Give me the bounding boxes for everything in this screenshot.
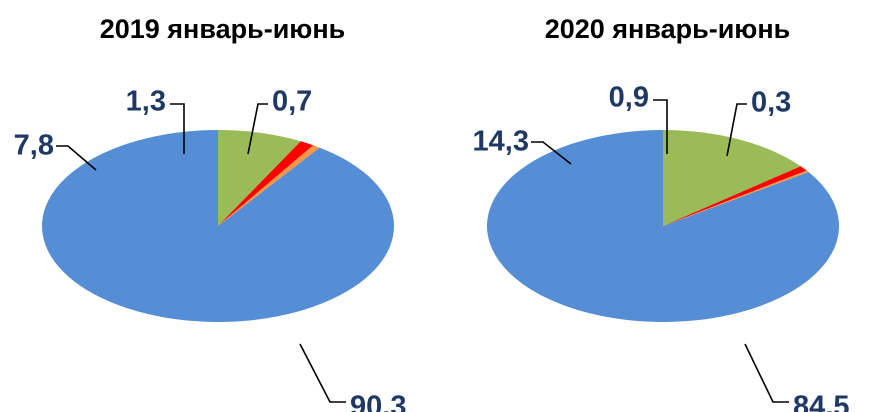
pie-chart-2020: 2020 январь-июнь 84,5 14,3 0,9 0,3	[445, 0, 890, 412]
chart-title: 2019 январь-июнь	[99, 14, 346, 44]
leader-line	[744, 343, 789, 403]
data-label: 7,8	[14, 130, 54, 162]
data-label: 14,3	[473, 126, 529, 158]
pie-slice	[663, 166, 807, 226]
data-label: 84,5	[793, 391, 849, 412]
leader-line	[726, 103, 747, 157]
pie-slice	[42, 130, 395, 322]
pie-slice	[663, 130, 801, 226]
data-label: 0,9	[609, 82, 649, 114]
leader-line	[247, 103, 268, 155]
leader-line	[170, 103, 185, 154]
pie-slice	[218, 145, 320, 226]
leader-line	[653, 99, 668, 154]
leader-line	[531, 141, 572, 165]
data-label: 0,7	[272, 86, 312, 118]
chart-title: 2020 январь-июнь	[544, 14, 791, 44]
pie-svg: 84,5 14,3 0,9 0,3	[473, 82, 850, 412]
pie-slice	[218, 141, 314, 226]
pie-svg: 90,3 7,8 1,3 0,7	[14, 86, 407, 412]
data-label: 1,3	[126, 86, 166, 118]
pie-slice	[663, 170, 809, 226]
leader-line	[56, 145, 97, 171]
leader-line	[299, 343, 346, 403]
pie-slice	[218, 130, 301, 226]
data-label: 90,3	[350, 391, 406, 412]
data-label: 0,3	[751, 87, 791, 119]
pie-chart-2019: 2019 январь-июнь 90,3 7,8 1,3 0,7	[14, 14, 407, 412]
